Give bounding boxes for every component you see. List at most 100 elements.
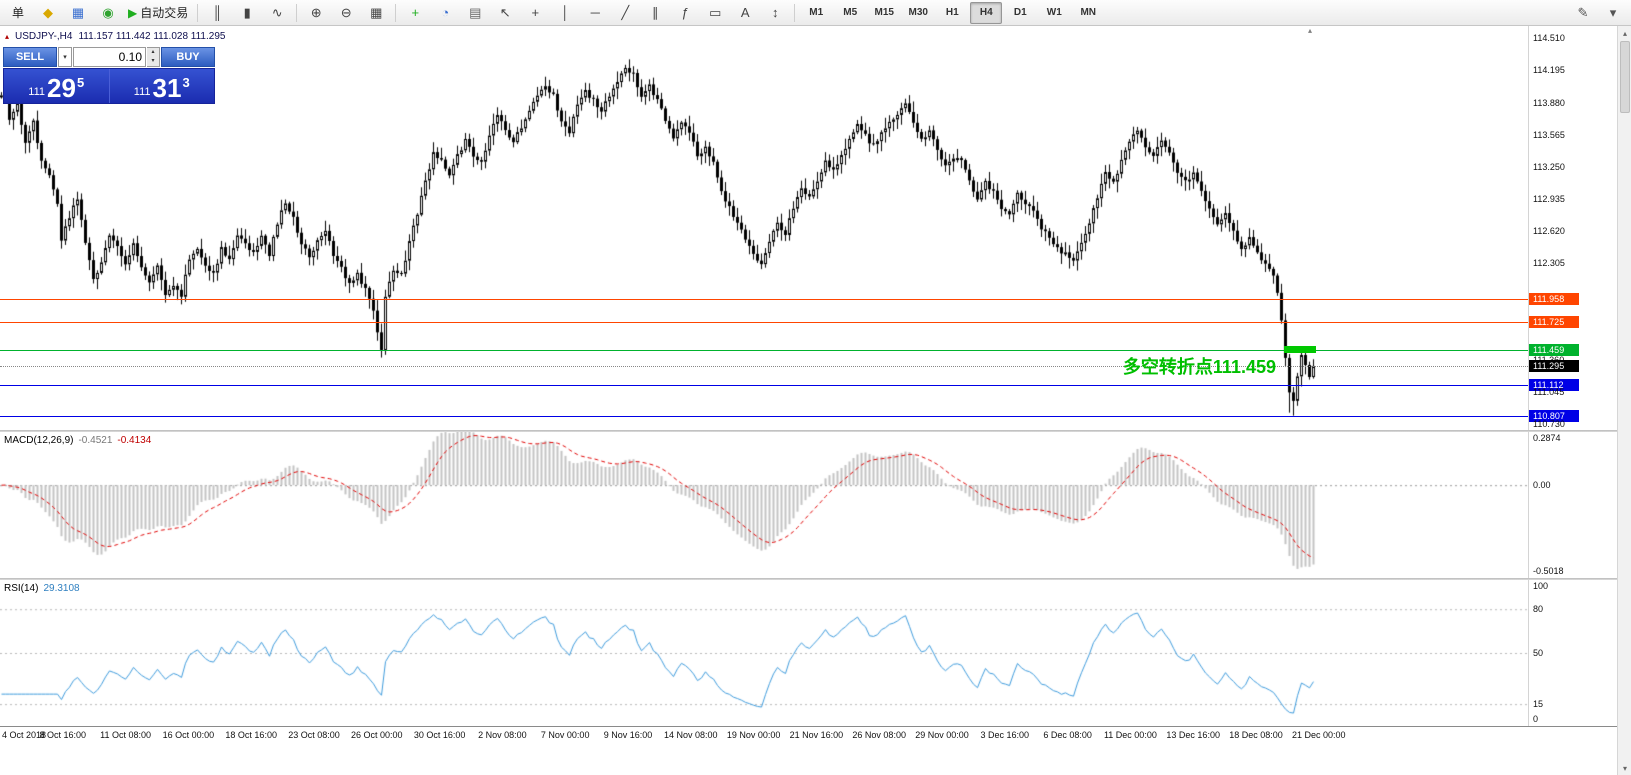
- price-line-111.112[interactable]: [0, 384, 1528, 386]
- scroll-up-icon[interactable]: ▴: [1622, 28, 1627, 38]
- timeframe-h1[interactable]: H1: [945, 7, 959, 18]
- axis-tick-114.510: 114.510: [1533, 33, 1565, 44]
- scrollbar-thumb[interactable]: [1620, 41, 1630, 113]
- price-line-111.459[interactable]: [0, 349, 1528, 351]
- pane-splitter[interactable]: [0, 578, 1617, 580]
- bottom-margin: [0, 745, 1617, 775]
- indicators-add-icon[interactable]: +: [411, 5, 420, 20]
- price-line-label-111.958[interactable]: 111.958: [1529, 292, 1579, 305]
- macd-axis-tick--0.5018: -0.5018: [1533, 566, 1564, 576]
- rsi-canvas[interactable]: [0, 580, 1528, 726]
- bar-chart-icon[interactable]: ║: [212, 5, 222, 20]
- zoom-out-icon[interactable]: ⊖: [340, 4, 352, 20]
- line-chart-icon[interactable]: ∿: [271, 4, 283, 20]
- price-line-111.958[interactable]: [0, 298, 1528, 300]
- time-axis[interactable]: 4 Oct 2018 8 Oct 16:00 11 Oct 08:00 16 Oct …: [0, 726, 1617, 745]
- toolbar-separator: [395, 3, 397, 22]
- buy-price-big: 31: [152, 73, 182, 103]
- rsi-axis-tick-50: 50: [1533, 648, 1544, 658]
- current-bid-label: 111.295: [1529, 360, 1579, 373]
- timeframe-d1[interactable]: D1: [1013, 7, 1027, 18]
- toolbar-separator: [197, 3, 199, 22]
- grid-icon[interactable]: ▦: [370, 4, 383, 20]
- menu-orders[interactable]: 单: [11, 6, 24, 20]
- text-icon[interactable]: A: [740, 5, 750, 20]
- fibonacci-icon[interactable]: ƒ: [681, 5, 689, 20]
- vertical-scrollbar[interactable]: ▴ ▾: [1617, 26, 1631, 775]
- autotrading-button[interactable]: ▶ 自动交易: [128, 5, 189, 21]
- sell-price-big: 29: [47, 73, 76, 103]
- trendline-icon[interactable]: ╱: [621, 4, 630, 20]
- template-icon[interactable]: ▤: [469, 4, 482, 20]
- refresh-icon[interactable]: ◉: [102, 4, 114, 20]
- pane-splitter[interactable]: [0, 430, 1617, 432]
- price-line-label-111.725[interactable]: 111.725: [1529, 316, 1579, 329]
- channel-icon[interactable]: ∥: [652, 4, 659, 20]
- time-tick: 19 Nov 00:00: [726, 730, 781, 740]
- time-tick: 30 Oct 16:00: [413, 730, 466, 740]
- time-tick: 26 Oct 00:00: [351, 730, 403, 740]
- symbol-marker-icon: ▴: [5, 32, 10, 41]
- candlestick-icon[interactable]: ▮: [243, 4, 251, 20]
- sell-button[interactable]: SELL: [3, 47, 57, 67]
- price-line-110.807[interactable]: [0, 416, 1528, 418]
- market-watch-icon[interactable]: ▦: [71, 4, 85, 20]
- timeframe-m1[interactable]: M1: [809, 7, 824, 18]
- macd-signal-value: -0.4134: [117, 435, 152, 446]
- timeframe-mn[interactable]: MN: [1080, 7, 1097, 18]
- time-tick: 16 Oct 00:00: [162, 730, 215, 740]
- current-bid-line: [0, 366, 1528, 368]
- shapes-icon[interactable]: ▭: [709, 4, 722, 20]
- new-order-icon[interactable]: ◆: [43, 4, 53, 20]
- zoom-in-icon[interactable]: ⊕: [310, 4, 322, 20]
- rsi-axis-tick-0: 0: [1533, 714, 1539, 724]
- collapse-icon[interactable]: ▾: [1609, 4, 1617, 20]
- axis-tick-111.360: 111.360: [1533, 355, 1564, 365]
- hline-icon[interactable]: ─: [590, 5, 600, 20]
- timeframe-m15[interactable]: M15: [874, 7, 894, 18]
- axis-tick-113.565: 113.565: [1533, 129, 1565, 140]
- axis-tick-112.935: 112.935: [1533, 193, 1565, 204]
- timeframe-m5[interactable]: M5: [843, 7, 858, 18]
- time-tick: 9 Nov 16:00: [603, 730, 653, 740]
- period-icon[interactable]: ◔: [441, 5, 450, 20]
- toolbar: 单 ◆ ▦ ◉ ▶ 自动交易 ║ ▮ ∿ ⊕ ⊖ ▦ + ◔ ▤ ↖ + │ ─ ╱ ∥ ƒ ▭ A ↕ M1 M5 M15 M30 H1…: [0, 0, 1631, 26]
- timeframe-w1[interactable]: W1: [1046, 7, 1062, 18]
- buy-price-button[interactable]: 111 31 3: [108, 69, 214, 103]
- macd-label: MACD(12,26,9) -0.4521 -0.4134: [4, 435, 151, 446]
- spin-down-icon[interactable]: ▾: [151, 58, 155, 64]
- cursor-icon[interactable]: ↖: [499, 4, 511, 20]
- price-line-label-111.112[interactable]: 111.112: [1529, 378, 1579, 391]
- time-tick: 13 Dec 16:00: [1166, 730, 1220, 740]
- crosshair-icon[interactable]: +: [531, 5, 540, 20]
- macd-canvas[interactable]: [0, 432, 1528, 578]
- lot-size-input[interactable]: [73, 47, 146, 67]
- spin-up-icon[interactable]: ▴: [151, 49, 155, 55]
- macd-axis-tick-0.2874: 0.2874: [1533, 433, 1561, 443]
- rsi-name: RSI(14): [4, 583, 39, 594]
- arrows-icon[interactable]: ↕: [772, 5, 779, 20]
- edit-icon[interactable]: ✎: [1577, 4, 1589, 20]
- sell-price-button[interactable]: 111 29 5: [4, 69, 109, 103]
- buy-price-major: 111: [133, 86, 151, 98]
- main-chart-canvas[interactable]: [0, 26, 1528, 430]
- pivot-annotation: 多空转折点111.459: [1122, 356, 1276, 377]
- lot-dropdown[interactable]: ▾: [58, 47, 72, 67]
- timeframe-h4[interactable]: H4: [970, 1, 1003, 24]
- lot-spinner[interactable]: ▴ ▾: [147, 47, 160, 67]
- time-tick: 7 Nov 00:00: [540, 730, 590, 740]
- price-line-label-110.807[interactable]: 110.807: [1529, 410, 1579, 423]
- vline-icon[interactable]: │: [561, 5, 570, 20]
- price-line-111.725[interactable]: [0, 322, 1528, 324]
- scroll-down-icon[interactable]: ▾: [1622, 763, 1627, 773]
- time-tick: 26 Nov 08:00: [852, 730, 906, 740]
- toolbar-separator: [794, 3, 796, 22]
- pivot-highlight-box[interactable]: [1284, 345, 1316, 353]
- price-axis[interactable]: 111.958 111.725 111.459 111.112 110.807 114.5…: [1528, 26, 1617, 430]
- price-line-label-111.459[interactable]: 111.459: [1529, 343, 1579, 356]
- axis-tick-113.250: 113.250: [1533, 161, 1565, 172]
- timeframe-m30[interactable]: M30: [908, 7, 928, 18]
- chart-shift-marker-icon[interactable]: ▴: [1308, 26, 1313, 35]
- buy-button[interactable]: BUY: [161, 47, 215, 67]
